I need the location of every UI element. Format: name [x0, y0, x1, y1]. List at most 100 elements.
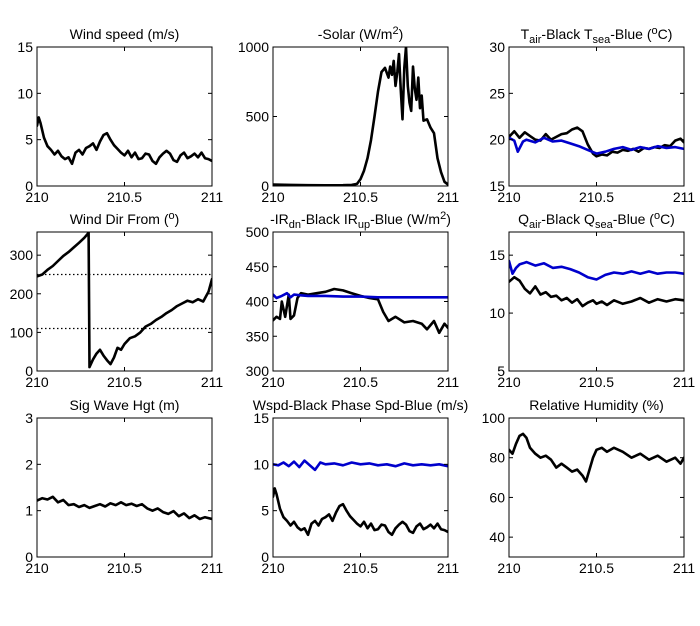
x-tick-label: 210.5 [343, 560, 378, 576]
y-tick-label: 0 [25, 178, 33, 194]
title-segment: o [654, 210, 660, 222]
title-segment: C) [660, 211, 675, 227]
y-tick-label: 5 [497, 363, 505, 379]
series-line-2 [509, 259, 684, 281]
title-segment: 2 [392, 25, 398, 37]
title-segment: Wind speed (m/s) [70, 26, 180, 42]
title-segment: -Solar (W/m [318, 26, 393, 42]
title-segment: -Blue (W/m [370, 211, 440, 227]
x-tick-label: 210.5 [107, 189, 142, 205]
x-tick-label: 210.5 [107, 560, 142, 576]
title-segment: ) [399, 26, 404, 42]
x-tick-label: 211 [201, 189, 224, 205]
y-tick-label: 30 [489, 39, 505, 55]
title-segment: -IR [270, 211, 289, 227]
y-tick-label: 300 [246, 363, 270, 379]
panel-3: 210 210.5 211 15 20 25 30 Tair-Black Tsea-Blue … [489, 25, 695, 205]
title-segment: -Black Q [541, 211, 595, 227]
series-group [37, 232, 212, 369]
title-segment: ) [446, 211, 451, 227]
title-segment: 2 [440, 210, 446, 222]
title-segment: -Blue ( [613, 211, 655, 227]
title-segment: sea [595, 219, 614, 231]
y-tick-label: 100 [10, 324, 34, 340]
y-tick-label: 60 [489, 489, 505, 505]
panel-title: -IRdn-Black IRup-Blue (W/m2) [270, 210, 451, 231]
x-tick-label: 210.5 [579, 374, 614, 390]
x-tick-label: 210 [261, 189, 285, 205]
title-segment: -Black T [541, 26, 593, 42]
panel-1: 210 210.5 211 0 5 10 15 Wind speed (m/s) [17, 26, 223, 205]
panel-title: Wind Dir From (o) [70, 210, 180, 227]
panel-7: 210 210.5 211 0 1 2 3 Sig Wave Hgt (m) [25, 397, 223, 576]
y-tick-label: 5 [261, 503, 269, 519]
x-tick-label: 210 [261, 560, 285, 576]
y-tick-label: 25 [489, 85, 505, 101]
series-group [273, 47, 448, 186]
x-tick-label: 211 [673, 189, 696, 205]
x-tick-label: 211 [673, 374, 696, 390]
x-tick-label: 210 [497, 189, 521, 205]
y-tick-label: 40 [489, 529, 505, 545]
panel-title: Sig Wave Hgt (m) [70, 397, 180, 413]
series-group [273, 459, 448, 537]
panel-5: 210 210.5 211 300 350 400 450 500-IRdn-Black IR… [246, 210, 460, 390]
y-tick-label: 0 [25, 549, 33, 565]
x-tick-label: 211 [437, 374, 460, 390]
title-segment: Wspd-Black Phase Spd-Blue (m/s) [253, 397, 469, 413]
panel-title: -Solar (W/m2) [318, 25, 403, 42]
series-group [509, 432, 684, 483]
series-line-1 [37, 495, 212, 521]
y-tick-label: 10 [489, 305, 505, 321]
x-tick-label: 210.5 [343, 374, 378, 390]
panel-title: Wspd-Black Phase Spd-Blue (m/s) [253, 397, 469, 413]
y-tick-label: 300 [10, 247, 34, 263]
y-tick-label: 500 [246, 224, 270, 240]
x-tick-label: 210.5 [343, 189, 378, 205]
y-tick-label: 80 [489, 450, 505, 466]
panel-title: Tair-Black Tsea-Blue (oC) [521, 25, 673, 46]
y-tick-label: 100 [482, 410, 506, 426]
y-tick-label: 200 [10, 286, 34, 302]
title-segment: T [521, 26, 530, 42]
title-segment: dn [289, 219, 301, 231]
x-tick-label: 210.5 [579, 560, 614, 576]
series-group [509, 126, 684, 158]
x-tick-label: 210 [25, 374, 49, 390]
y-tick-label: 3 [25, 410, 33, 426]
series-group [273, 287, 448, 335]
series-group [509, 259, 684, 308]
panel-title: Relative Humidity (%) [529, 397, 664, 413]
title-segment: -Blue ( [610, 26, 652, 42]
title-segment: ) [175, 211, 180, 227]
y-tick-label: 1000 [238, 39, 269, 55]
panel-title: Qair-Black Qsea-Blue (oC) [518, 210, 675, 231]
y-tick-label: 15 [489, 247, 505, 263]
x-tick-label: 211 [201, 560, 224, 576]
y-tick-label: 350 [246, 328, 270, 344]
title-segment: up [358, 219, 370, 231]
y-tick-label: 0 [261, 549, 269, 565]
x-tick-label: 211 [673, 560, 696, 576]
y-tick-label: 450 [246, 259, 270, 275]
x-tick-label: 210 [497, 374, 521, 390]
panel-9: 210 210.5 211 40 60 80 100 Relative Humidity (%… [482, 397, 696, 576]
series-line-2 [273, 291, 448, 300]
panel-4: 210 210.5 211 0 100 200 300 Wind Dir From (o) [10, 210, 224, 390]
y-tick-label: 500 [246, 109, 270, 125]
x-tick-label: 210.5 [107, 374, 142, 390]
y-tick-label: 15 [253, 410, 269, 426]
series-group [37, 116, 212, 166]
y-tick-label: 15 [489, 178, 505, 194]
x-tick-label: 210.5 [579, 189, 614, 205]
y-tick-label: 2 [25, 456, 33, 472]
series-line-1 [273, 47, 448, 186]
y-tick-label: 1 [25, 503, 33, 519]
series-line-1 [37, 232, 212, 369]
title-segment: sea [593, 34, 612, 46]
title-segment: Relative Humidity (%) [529, 397, 664, 413]
title-segment: o [168, 210, 174, 222]
title-segment: Wind Dir From ( [70, 211, 169, 227]
